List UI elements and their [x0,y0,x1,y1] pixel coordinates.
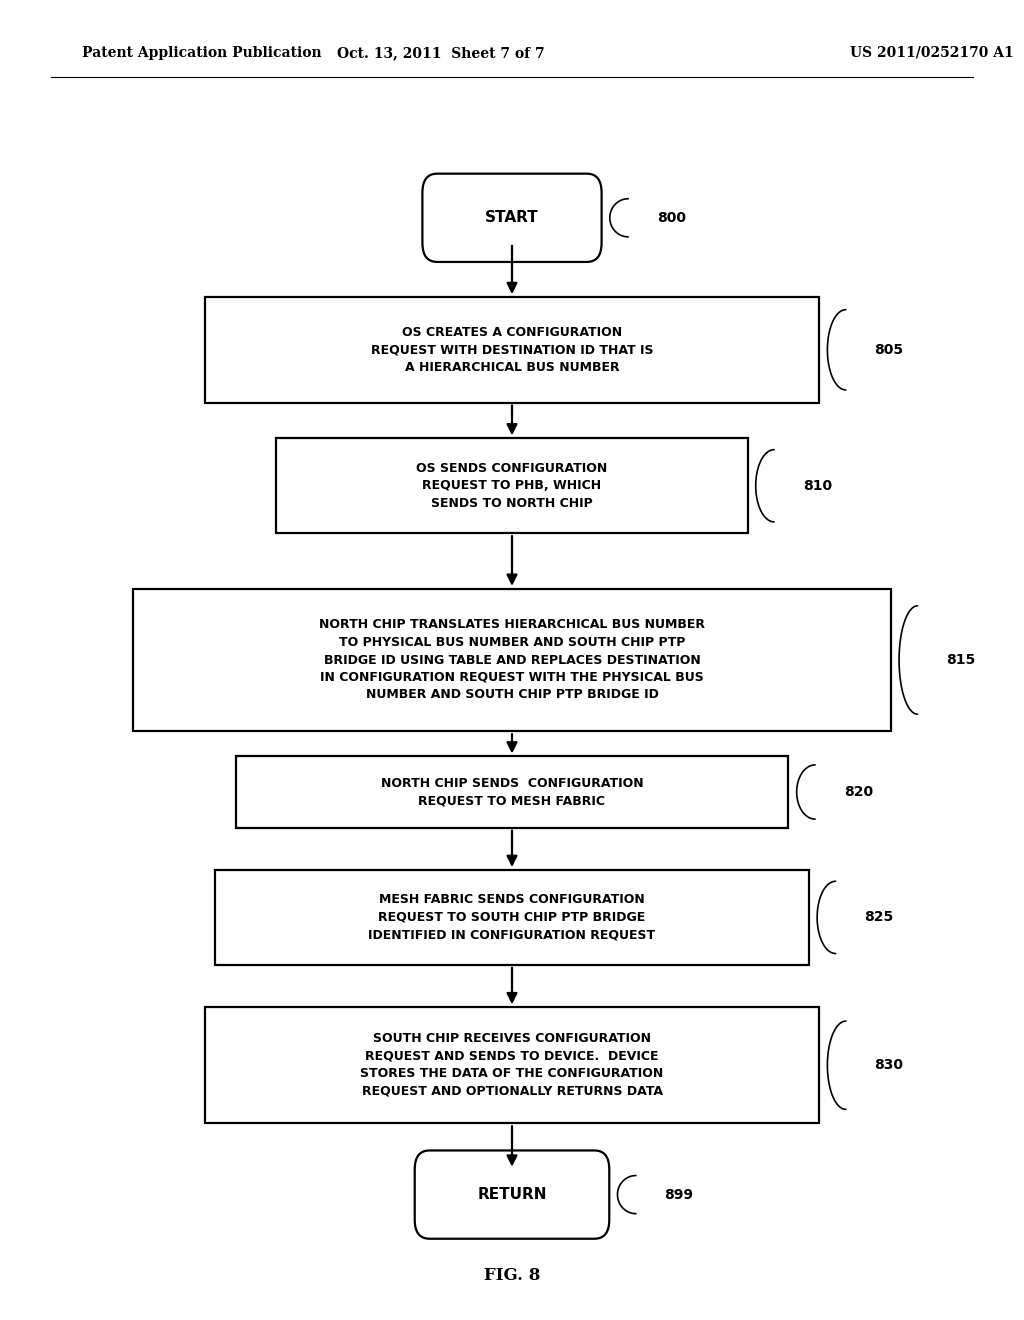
Text: OS SENDS CONFIGURATION
REQUEST TO PHB, WHICH
SENDS TO NORTH CHIP: OS SENDS CONFIGURATION REQUEST TO PHB, W… [417,462,607,510]
Text: NORTH CHIP SENDS  CONFIGURATION
REQUEST TO MESH FABRIC: NORTH CHIP SENDS CONFIGURATION REQUEST T… [381,776,643,808]
FancyBboxPatch shape [422,174,601,261]
Bar [276,438,748,533]
Text: FIG. 8: FIG. 8 [483,1267,541,1283]
Text: 825: 825 [864,911,894,924]
FancyBboxPatch shape [415,1151,609,1238]
Text: 899: 899 [665,1188,693,1201]
Text: 815: 815 [946,653,976,667]
Text: SOUTH CHIP RECEIVES CONFIGURATION
REQUEST AND SENDS TO DEVICE.  DEVICE
STORES TH: SOUTH CHIP RECEIVES CONFIGURATION REQUES… [360,1032,664,1098]
Bar [215,870,809,965]
Bar [205,1007,819,1123]
Text: Oct. 13, 2011  Sheet 7 of 7: Oct. 13, 2011 Sheet 7 of 7 [337,46,544,59]
Bar [205,297,819,403]
Text: Patent Application Publication: Patent Application Publication [82,46,322,59]
Bar [236,756,788,828]
Text: RETURN: RETURN [477,1187,547,1203]
Bar [133,589,891,731]
Text: OS CREATES A CONFIGURATION
REQUEST WITH DESTINATION ID THAT IS
A HIERARCHICAL BU: OS CREATES A CONFIGURATION REQUEST WITH … [371,326,653,374]
Text: 830: 830 [874,1059,903,1072]
Text: US 2011/0252170 A1: US 2011/0252170 A1 [850,46,1014,59]
Text: 800: 800 [657,211,686,224]
Text: MESH FABRIC SENDS CONFIGURATION
REQUEST TO SOUTH CHIP PTP BRIDGE
IDENTIFIED IN C: MESH FABRIC SENDS CONFIGURATION REQUEST … [369,894,655,941]
Text: NORTH CHIP TRANSLATES HIERARCHICAL BUS NUMBER
TO PHYSICAL BUS NUMBER AND SOUTH C: NORTH CHIP TRANSLATES HIERARCHICAL BUS N… [319,619,705,701]
Text: 810: 810 [803,479,831,492]
Text: 820: 820 [844,785,872,799]
Text: START: START [485,210,539,226]
Text: 805: 805 [874,343,903,356]
